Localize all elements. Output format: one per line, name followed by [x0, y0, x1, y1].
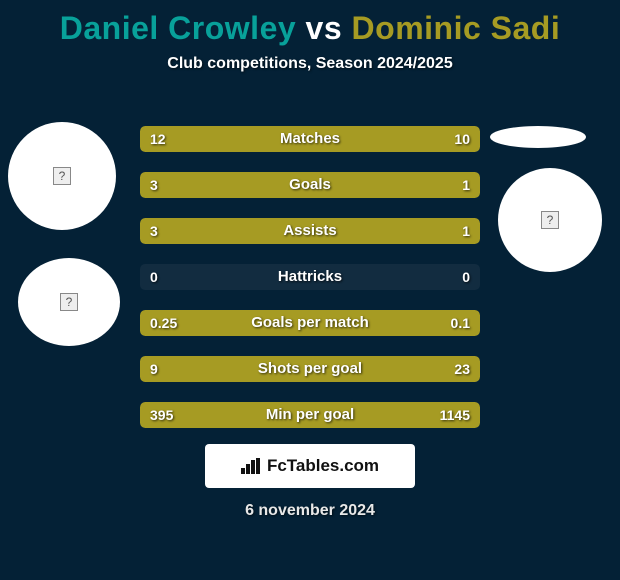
stat-row: 3951145Min per goal: [140, 402, 480, 428]
player-photo-left-2: ?: [18, 258, 120, 346]
stats-container: 1210Matches 31Goals 31Assists 00Hattricks 0.…: [140, 126, 480, 448]
placeholder-icon: ?: [53, 167, 71, 185]
footer-brand-box: FcTables.com: [205, 444, 415, 488]
stat-label: Goals: [140, 172, 480, 198]
stat-row: 923Shots per goal: [140, 356, 480, 382]
bars-icon: [241, 458, 261, 474]
placeholder-icon: ?: [541, 211, 559, 229]
footer-date: 6 november 2024: [0, 502, 620, 520]
stat-label: Goals per match: [140, 310, 480, 336]
player-photo-right: ?: [498, 168, 602, 272]
placeholder-icon: ?: [60, 293, 78, 311]
stat-row: 31Assists: [140, 218, 480, 244]
player1-name: Daniel Crowley: [60, 10, 296, 46]
stat-label: Assists: [140, 218, 480, 244]
stat-row: 0.250.1Goals per match: [140, 310, 480, 336]
player2-name: Dominic Sadi: [352, 10, 561, 46]
stat-row: 00Hattricks: [140, 264, 480, 290]
stat-label: Hattricks: [140, 264, 480, 290]
stat-label: Matches: [140, 126, 480, 152]
stat-label: Min per goal: [140, 402, 480, 428]
stat-row: 31Goals: [140, 172, 480, 198]
subtitle: Club competitions, Season 2024/2025: [0, 55, 620, 73]
vs-text: vs: [306, 10, 343, 46]
decorative-ellipse: [490, 126, 586, 148]
player-photo-left-1: ?: [8, 122, 116, 230]
comparison-title: Daniel Crowley vs Dominic Sadi: [0, 0, 620, 47]
footer-brand-text: FcTables.com: [267, 456, 379, 476]
stat-label: Shots per goal: [140, 356, 480, 382]
stat-row: 1210Matches: [140, 126, 480, 152]
